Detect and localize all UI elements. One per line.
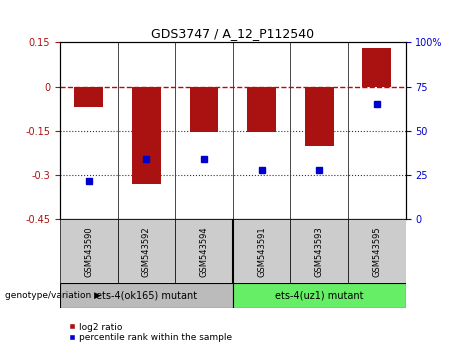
Bar (60, 219, 118, 283)
Text: ets-4(ok165) mutant: ets-4(ok165) mutant (96, 291, 197, 301)
Bar (247, 87, 276, 132)
Bar (60, 283, 233, 308)
Title: GDS3747 / A_12_P112540: GDS3747 / A_12_P112540 (151, 27, 314, 40)
Bar (348, 219, 406, 283)
Text: GSM543593: GSM543593 (315, 226, 324, 277)
Text: GSM543592: GSM543592 (142, 226, 151, 277)
Bar (175, 219, 233, 283)
Bar (233, 219, 290, 283)
Legend: log2 ratio, percentile rank within the sample: log2 ratio, percentile rank within the s… (65, 319, 236, 346)
Bar (189, 87, 219, 132)
Text: GSM543595: GSM543595 (372, 226, 381, 277)
Bar (290, 219, 348, 283)
Bar (118, 219, 175, 283)
Text: GSM543590: GSM543590 (84, 226, 93, 277)
Text: GSM543591: GSM543591 (257, 226, 266, 277)
Text: genotype/variation ▶: genotype/variation ▶ (5, 291, 100, 300)
Bar (132, 87, 161, 184)
Bar (305, 87, 334, 146)
Text: ets-4(uz1) mutant: ets-4(uz1) mutant (275, 291, 363, 301)
Bar (362, 48, 391, 87)
Bar (233, 283, 406, 308)
Text: GSM543594: GSM543594 (200, 226, 208, 277)
Bar (74, 87, 103, 107)
